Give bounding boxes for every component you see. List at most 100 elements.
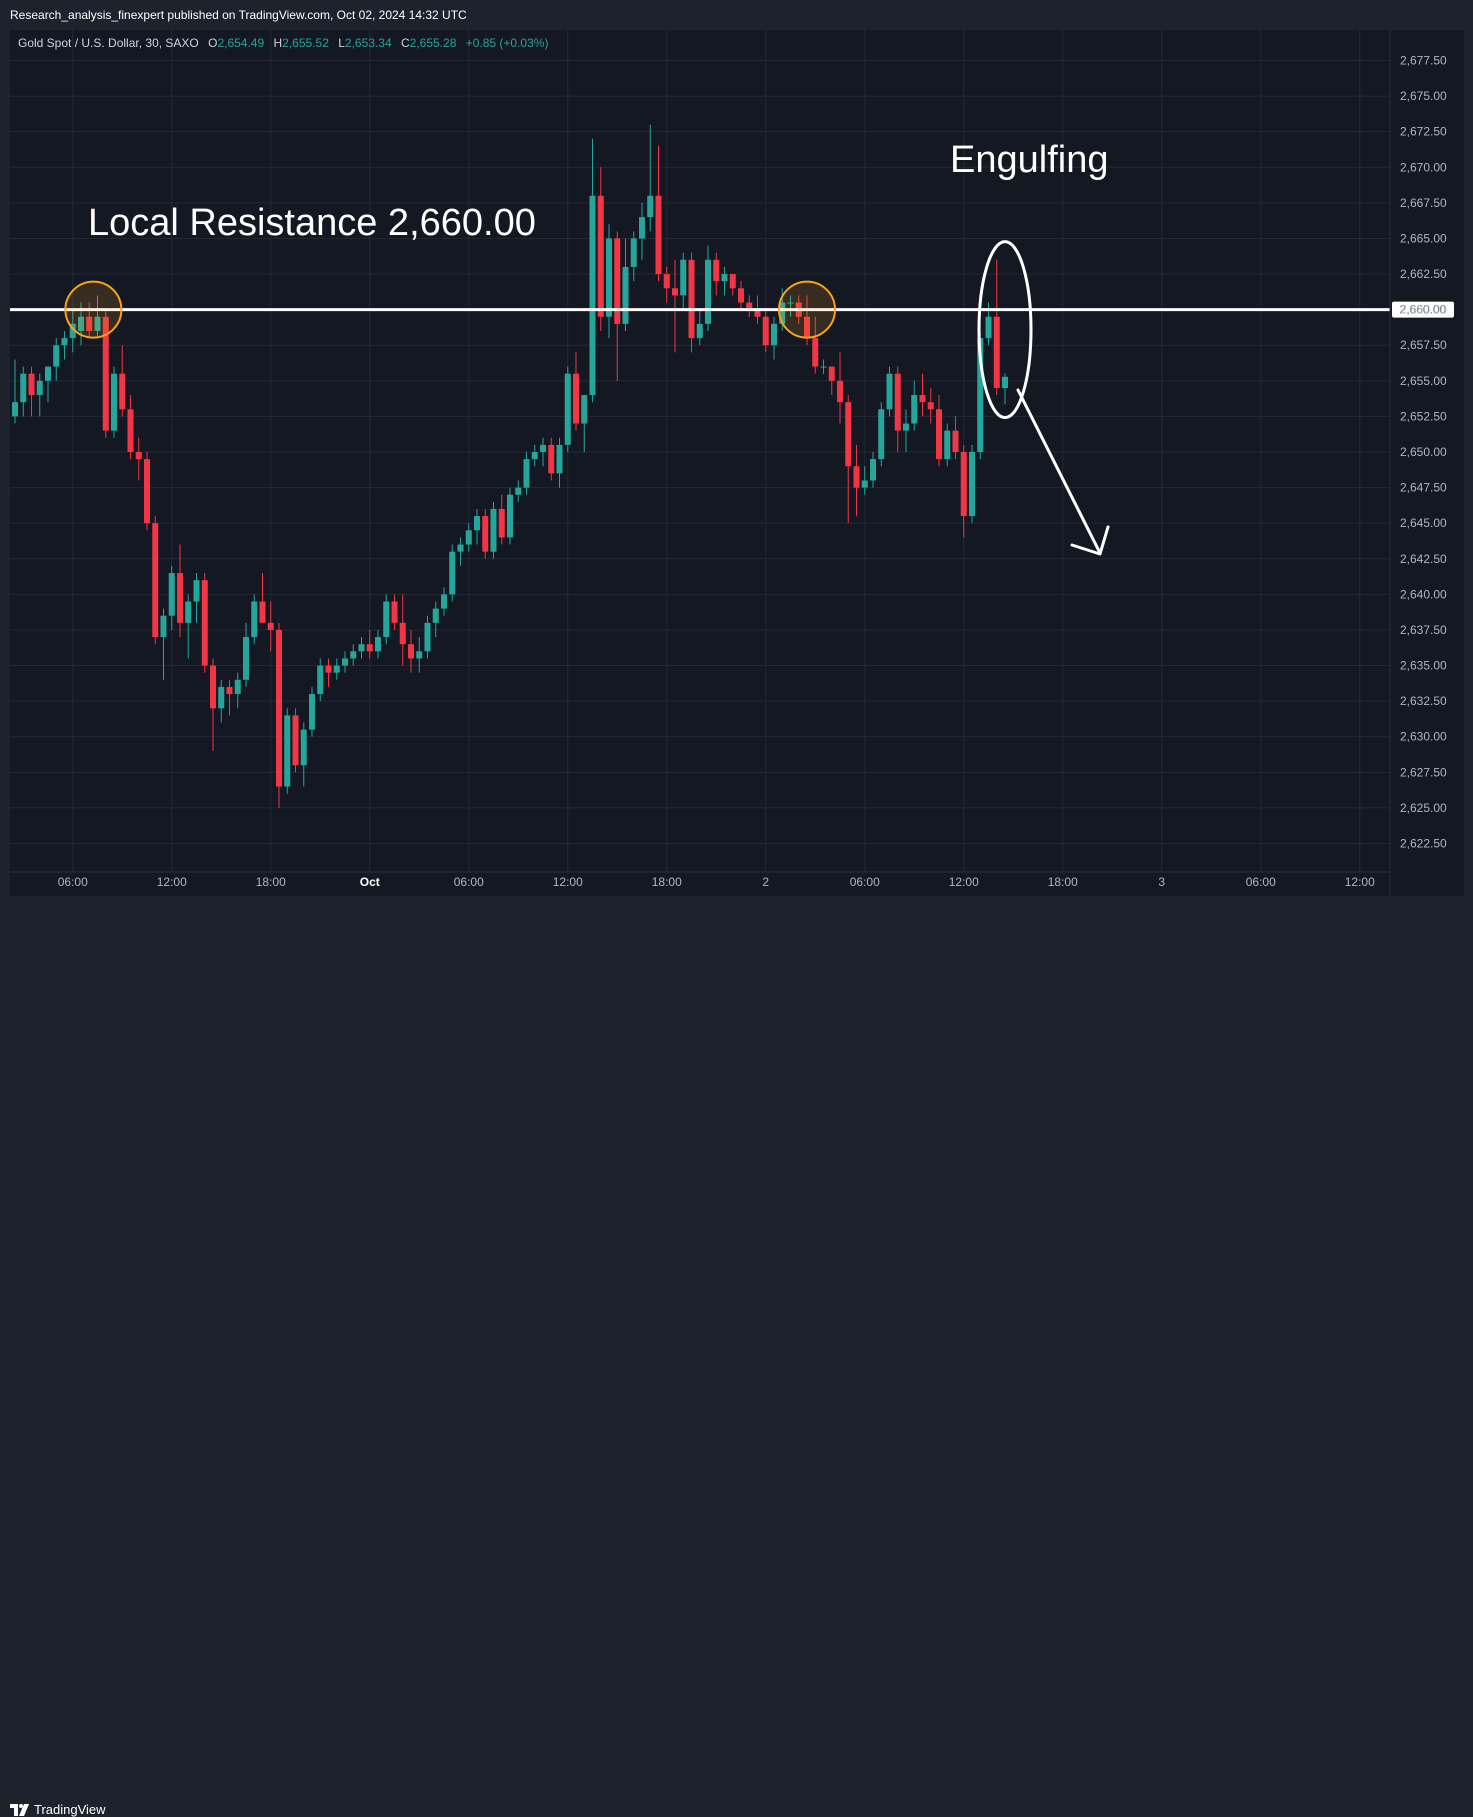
candle-body bbox=[243, 637, 249, 680]
candle-body bbox=[878, 409, 885, 460]
candle-body bbox=[564, 373, 571, 445]
footer: TradingView bbox=[0, 896, 1473, 1817]
y-tick-label: 2,647.50 bbox=[1400, 481, 1447, 495]
candle-body bbox=[705, 259, 711, 324]
low-value: 2,653.34 bbox=[344, 36, 392, 50]
candle-body bbox=[342, 658, 348, 666]
resistance-annotation: Local Resistance 2,660.00 bbox=[88, 202, 536, 244]
annotations: 2,660.00 Local Resistance 2,660.00 Engulfi… bbox=[10, 139, 1454, 556]
y-tick-label: 2,637.50 bbox=[1400, 623, 1447, 637]
publisher-line: Research_analysis_finexpert published on… bbox=[10, 8, 467, 22]
candle-body bbox=[45, 366, 51, 381]
candle-body bbox=[36, 380, 43, 396]
candle-body bbox=[465, 530, 472, 545]
candle-body bbox=[614, 238, 621, 324]
candle-body bbox=[812, 338, 819, 367]
candle-body bbox=[540, 444, 546, 452]
candle-body bbox=[333, 665, 340, 673]
candles bbox=[12, 124, 1008, 808]
x-tick-label: 3 bbox=[1158, 875, 1165, 889]
candle-body bbox=[152, 523, 159, 638]
candle-body bbox=[729, 274, 736, 289]
candle-body bbox=[622, 266, 629, 324]
candle-body bbox=[515, 487, 522, 495]
y-tick-label: 2,657.50 bbox=[1400, 338, 1447, 352]
candle-body bbox=[903, 423, 909, 431]
candle-body bbox=[589, 195, 596, 396]
candle-body bbox=[366, 644, 373, 652]
candle-body bbox=[358, 644, 365, 652]
y-tick-label: 2,655.00 bbox=[1400, 374, 1447, 388]
candle-body bbox=[771, 323, 777, 346]
candle-body bbox=[300, 729, 307, 766]
high-value: 2,655.52 bbox=[282, 36, 329, 50]
x-tick-label: 12:00 bbox=[157, 875, 187, 889]
candle-body bbox=[474, 516, 480, 531]
candle-body bbox=[952, 430, 959, 452]
x-tick-label: 06:00 bbox=[1246, 875, 1276, 889]
candle-body bbox=[441, 594, 447, 609]
change-value: +0.85 (+0.03%) bbox=[465, 36, 549, 50]
candle-body bbox=[523, 459, 530, 488]
candle-body bbox=[78, 316, 84, 331]
candle-body bbox=[226, 686, 233, 695]
candle-body bbox=[53, 345, 60, 367]
candle-body bbox=[350, 651, 357, 659]
candle-body bbox=[432, 608, 439, 623]
y-tick-label: 2,630.00 bbox=[1400, 730, 1447, 744]
candle-body bbox=[762, 316, 769, 346]
candle-body bbox=[837, 380, 843, 403]
x-tick-label: 06:00 bbox=[454, 875, 484, 889]
candle-body bbox=[820, 366, 827, 368]
y-tick-label: 2,625.00 bbox=[1400, 801, 1447, 815]
candle-body bbox=[457, 544, 464, 552]
y-tick-label: 2,627.50 bbox=[1400, 765, 1447, 779]
candle-body bbox=[713, 259, 720, 282]
y-tick-label: 2,672.50 bbox=[1400, 125, 1447, 139]
candle-body bbox=[160, 615, 167, 638]
candle-body bbox=[144, 459, 150, 524]
brand[interactable]: TradingView bbox=[10, 1802, 106, 1817]
candle-body bbox=[201, 580, 208, 666]
candle-body bbox=[69, 323, 76, 339]
y-tick-label: 2,642.50 bbox=[1400, 552, 1447, 566]
candle-body bbox=[985, 316, 992, 339]
candle-body bbox=[218, 686, 225, 709]
candle-body bbox=[663, 274, 670, 289]
y-tick-label: 2,645.00 bbox=[1400, 516, 1447, 530]
candle-body bbox=[284, 715, 291, 787]
candlestick-chart[interactable]: 2,660.00 Local Resistance 2,660.00 Engulfi… bbox=[10, 30, 1464, 896]
x-tick-label: 18:00 bbox=[1048, 875, 1078, 889]
candle-body bbox=[102, 316, 109, 431]
candle-body bbox=[498, 508, 505, 538]
candle-body bbox=[861, 480, 868, 488]
candle-body bbox=[20, 373, 27, 403]
candle-body bbox=[688, 259, 695, 339]
candle-body bbox=[680, 259, 687, 296]
candle-body bbox=[630, 238, 637, 267]
chart-area[interactable]: 2,660.00 Local Resistance 2,660.00 Engulfi… bbox=[10, 30, 1464, 896]
symbol-legend: Gold Spot / U.S. Dollar, 30, SAXO O2,654… bbox=[18, 36, 548, 50]
candle-body bbox=[960, 452, 967, 517]
candle-body bbox=[177, 573, 183, 623]
candle-body bbox=[111, 373, 117, 431]
candle-body bbox=[325, 665, 332, 673]
candle-body bbox=[408, 644, 414, 659]
x-tick-label: Oct bbox=[360, 875, 380, 889]
grid bbox=[10, 30, 1390, 872]
candle-body bbox=[944, 430, 951, 460]
candle-body bbox=[746, 302, 753, 310]
x-tick-label: 06:00 bbox=[58, 875, 88, 889]
x-tick-label: 18:00 bbox=[652, 875, 682, 889]
candle-body bbox=[556, 444, 563, 474]
candle-body bbox=[168, 573, 175, 616]
candle-body bbox=[449, 551, 456, 595]
candle-body bbox=[86, 316, 93, 331]
candle-body bbox=[606, 238, 612, 317]
candle-body bbox=[507, 494, 513, 538]
y-tick-label: 2,650.00 bbox=[1400, 445, 1447, 459]
candle-body bbox=[267, 622, 274, 630]
candle-body bbox=[894, 373, 901, 431]
candle-body bbox=[927, 402, 934, 410]
candle-body bbox=[193, 580, 200, 602]
